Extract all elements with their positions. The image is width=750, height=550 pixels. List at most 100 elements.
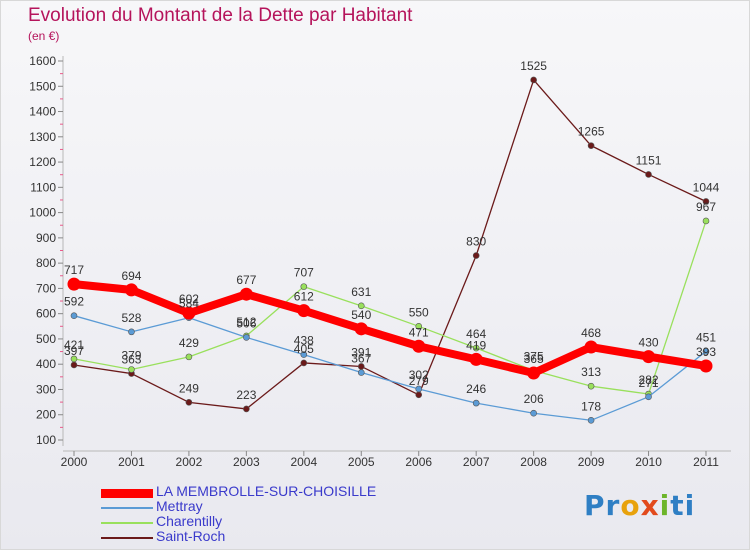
data-label: 584 <box>179 297 199 311</box>
data-point <box>530 409 537 417</box>
data-point <box>185 353 193 361</box>
data-label: 363 <box>121 353 141 367</box>
data-point <box>587 382 595 390</box>
x-tick-label: 2004 <box>290 455 317 469</box>
data-point <box>300 359 308 367</box>
data-label: 430 <box>639 336 659 350</box>
data-point <box>412 339 426 353</box>
series-line <box>73 220 707 395</box>
data-label: 246 <box>466 382 486 396</box>
data-point <box>584 340 598 354</box>
data-label: 830 <box>466 235 486 249</box>
data-label: 249 <box>179 381 199 395</box>
data-label: 602 <box>179 292 199 306</box>
proxiti-logo: Proxiti <box>584 489 696 522</box>
data-label: 405 <box>294 342 314 356</box>
data-label: 612 <box>294 290 314 304</box>
y-tick-label: 1500 <box>29 79 56 93</box>
x-tick-label: 2011 <box>693 455 719 469</box>
data-point <box>702 198 710 205</box>
data-label: 451 <box>696 330 716 344</box>
data-label: 313 <box>581 365 601 379</box>
y-tick-label: 200 <box>36 408 56 422</box>
y-tick-label: 400 <box>36 357 56 371</box>
data-label: 438 <box>294 334 314 348</box>
legend-label: Saint-Roch <box>156 528 226 544</box>
unit-label: (en €) <box>28 29 60 43</box>
data-label: 550 <box>409 305 429 319</box>
y-tick-label: 1100 <box>30 180 56 194</box>
data-label: 282 <box>639 373 659 387</box>
data-label: 717 <box>64 263 84 277</box>
data-point <box>645 393 652 401</box>
series-line <box>73 79 707 410</box>
data-point <box>297 304 311 318</box>
x-tick-label: 2007 <box>463 455 490 469</box>
x-tick-label: 2008 <box>520 455 547 469</box>
data-point <box>185 399 193 406</box>
data-point <box>300 351 308 358</box>
data-label: 379 <box>121 349 141 363</box>
y-tick-label: 700 <box>36 281 56 295</box>
data-label: 375 <box>524 350 544 364</box>
data-point <box>70 355 78 363</box>
data-point <box>469 352 483 366</box>
y-tick-label: 600 <box>36 307 56 321</box>
data-label: 677 <box>236 273 256 287</box>
data-label: 1151 <box>636 153 662 167</box>
data-label: 694 <box>121 269 141 283</box>
series-layer <box>67 76 713 424</box>
data-point <box>357 369 365 376</box>
data-label: 464 <box>466 327 486 341</box>
data-point <box>472 399 480 407</box>
data-point <box>472 252 480 259</box>
data-label: 512 <box>236 315 256 329</box>
data-point <box>354 322 368 336</box>
data-point <box>357 302 365 310</box>
data-point <box>645 171 652 178</box>
data-point <box>587 142 595 149</box>
y-tick-label: 900 <box>36 231 56 245</box>
y-tick-label: 1600 <box>29 54 56 68</box>
x-tick-label: 2006 <box>405 455 432 469</box>
data-label: 967 <box>696 200 716 214</box>
chart-title: Evolution du Montant de la Dette par Hab… <box>28 5 413 26</box>
data-point <box>67 277 81 291</box>
y-tick-label: 1200 <box>29 155 56 169</box>
data-point <box>70 361 78 369</box>
legend-swatch <box>101 488 153 498</box>
data-label: 540 <box>351 308 371 322</box>
data-point <box>239 287 253 301</box>
x-tick-label: 2009 <box>578 455 605 469</box>
data-label: 178 <box>581 399 601 413</box>
y-tick-label: 1000 <box>29 206 56 220</box>
data-label: 506 <box>236 316 256 330</box>
x-tick-label: 2002 <box>176 455 203 469</box>
data-point <box>128 328 135 336</box>
data-labels: 717 694 602 677 612 540 471 419 365 468 430 393 592 5… <box>64 59 720 413</box>
y-tick-label: 1300 <box>29 130 56 144</box>
data-point <box>70 312 78 319</box>
y-tick-label: 300 <box>36 382 56 396</box>
data-label: 421 <box>64 338 84 352</box>
data-label: 592 <box>64 295 84 309</box>
data-point <box>415 322 423 330</box>
data-point <box>472 344 480 352</box>
data-point <box>530 76 537 84</box>
data-label: 528 <box>121 311 141 325</box>
data-point <box>702 348 710 355</box>
data-label: 631 <box>351 285 371 299</box>
data-point <box>702 217 710 225</box>
legend-swatch <box>101 507 153 509</box>
data-point <box>243 405 250 413</box>
data-label: 471 <box>409 325 429 339</box>
y-tick-label: 100 <box>36 433 56 447</box>
data-point <box>415 391 423 399</box>
data-label: 1525 <box>520 59 547 73</box>
data-label: 707 <box>294 266 314 280</box>
data-label: 393 <box>696 345 716 359</box>
data-point <box>243 334 250 341</box>
x-tick-label: 2000 <box>61 455 88 469</box>
x-tick-label: 2003 <box>233 455 260 469</box>
